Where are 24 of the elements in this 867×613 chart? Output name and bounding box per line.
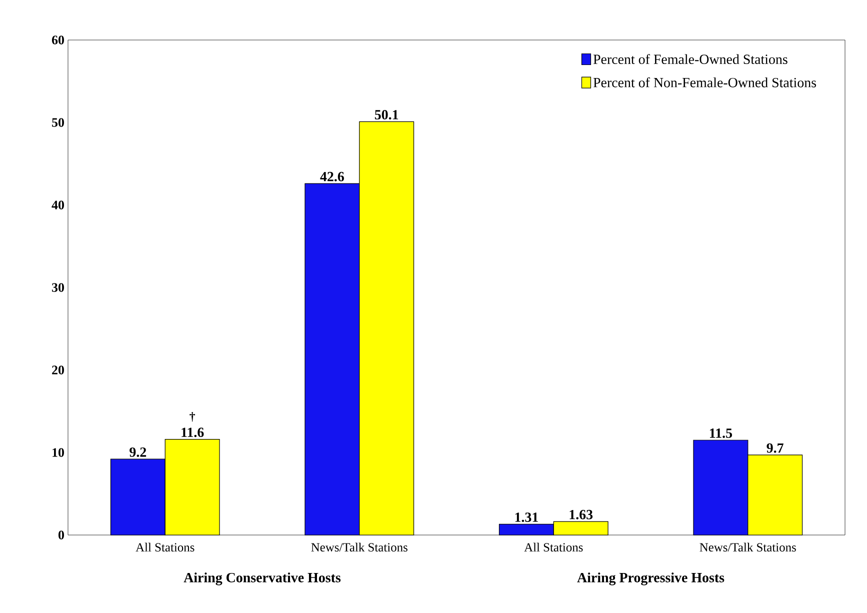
x-tick-label: News/Talk Stations [700,542,796,552]
x-tick-label: All Stations [524,542,583,552]
y-tick-label: 30 [52,283,64,292]
data-label: 1.31 [515,512,538,522]
data-label: 42.6 [320,172,344,182]
legend-label: Percent of Non-Female-Owned Stations [593,77,816,88]
data-label: 11.5 [710,428,732,438]
data-label: 1.63 [570,510,593,520]
y-tick-label: 10 [52,448,64,457]
y-tick-label: 40 [52,200,64,210]
y-tick-label: 60 [52,36,64,44]
y-tick-label: 50 [52,118,64,127]
text: Airing Conservative Hosts [184,572,341,586]
data-label: 9.2 [130,447,146,457]
data-label: 50.1 [374,110,398,120]
data-label: 11.6 [182,428,204,438]
y-tick-label: 20 [52,366,64,374]
annotation: † [190,412,196,422]
text: Airing Progressive Hosts [577,572,724,586]
y-tick-label: 0 [58,530,64,540]
x-tick-label: All Stations [136,542,194,552]
legend-label: Percent of Female-Owned Stations [593,54,788,64]
data-label: 9.7 [766,443,784,453]
x-tick-label: News/Talk Stations [311,542,408,552]
